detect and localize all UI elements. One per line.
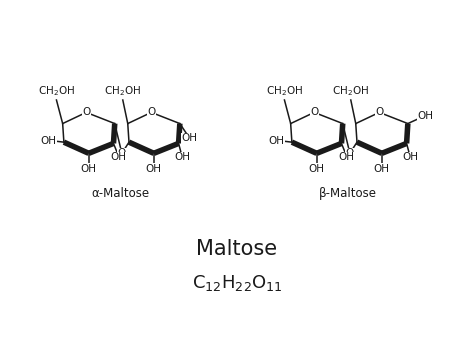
Text: OH: OH: [81, 164, 97, 174]
Text: O: O: [346, 148, 354, 158]
Text: OH: OH: [110, 152, 127, 162]
Text: O: O: [375, 108, 383, 117]
Text: O: O: [118, 148, 126, 158]
Text: C$_{12}$H$_{22}$O$_{11}$: C$_{12}$H$_{22}$O$_{11}$: [191, 273, 283, 293]
Text: O: O: [147, 108, 155, 117]
Text: Maltose: Maltose: [196, 239, 278, 259]
Text: CH$_2$OH: CH$_2$OH: [266, 84, 303, 98]
Text: OH: OH: [374, 164, 390, 174]
Text: OH: OH: [174, 152, 190, 162]
Text: CH$_2$OH: CH$_2$OH: [104, 84, 141, 98]
Text: OH: OH: [309, 164, 325, 174]
Text: CH$_2$OH: CH$_2$OH: [332, 84, 369, 98]
Text: α-Maltose: α-Maltose: [91, 187, 149, 200]
Text: O: O: [310, 108, 319, 117]
Text: OH: OH: [402, 152, 419, 162]
Text: β-Maltose: β-Maltose: [319, 187, 377, 200]
Text: OH: OH: [40, 136, 56, 146]
Text: OH: OH: [338, 152, 355, 162]
Text: OH: OH: [146, 164, 162, 174]
Text: OH: OH: [181, 134, 197, 143]
Text: OH: OH: [268, 136, 284, 146]
Text: CH$_2$OH: CH$_2$OH: [38, 84, 75, 98]
Text: OH: OH: [417, 111, 433, 121]
Text: O: O: [82, 108, 91, 117]
